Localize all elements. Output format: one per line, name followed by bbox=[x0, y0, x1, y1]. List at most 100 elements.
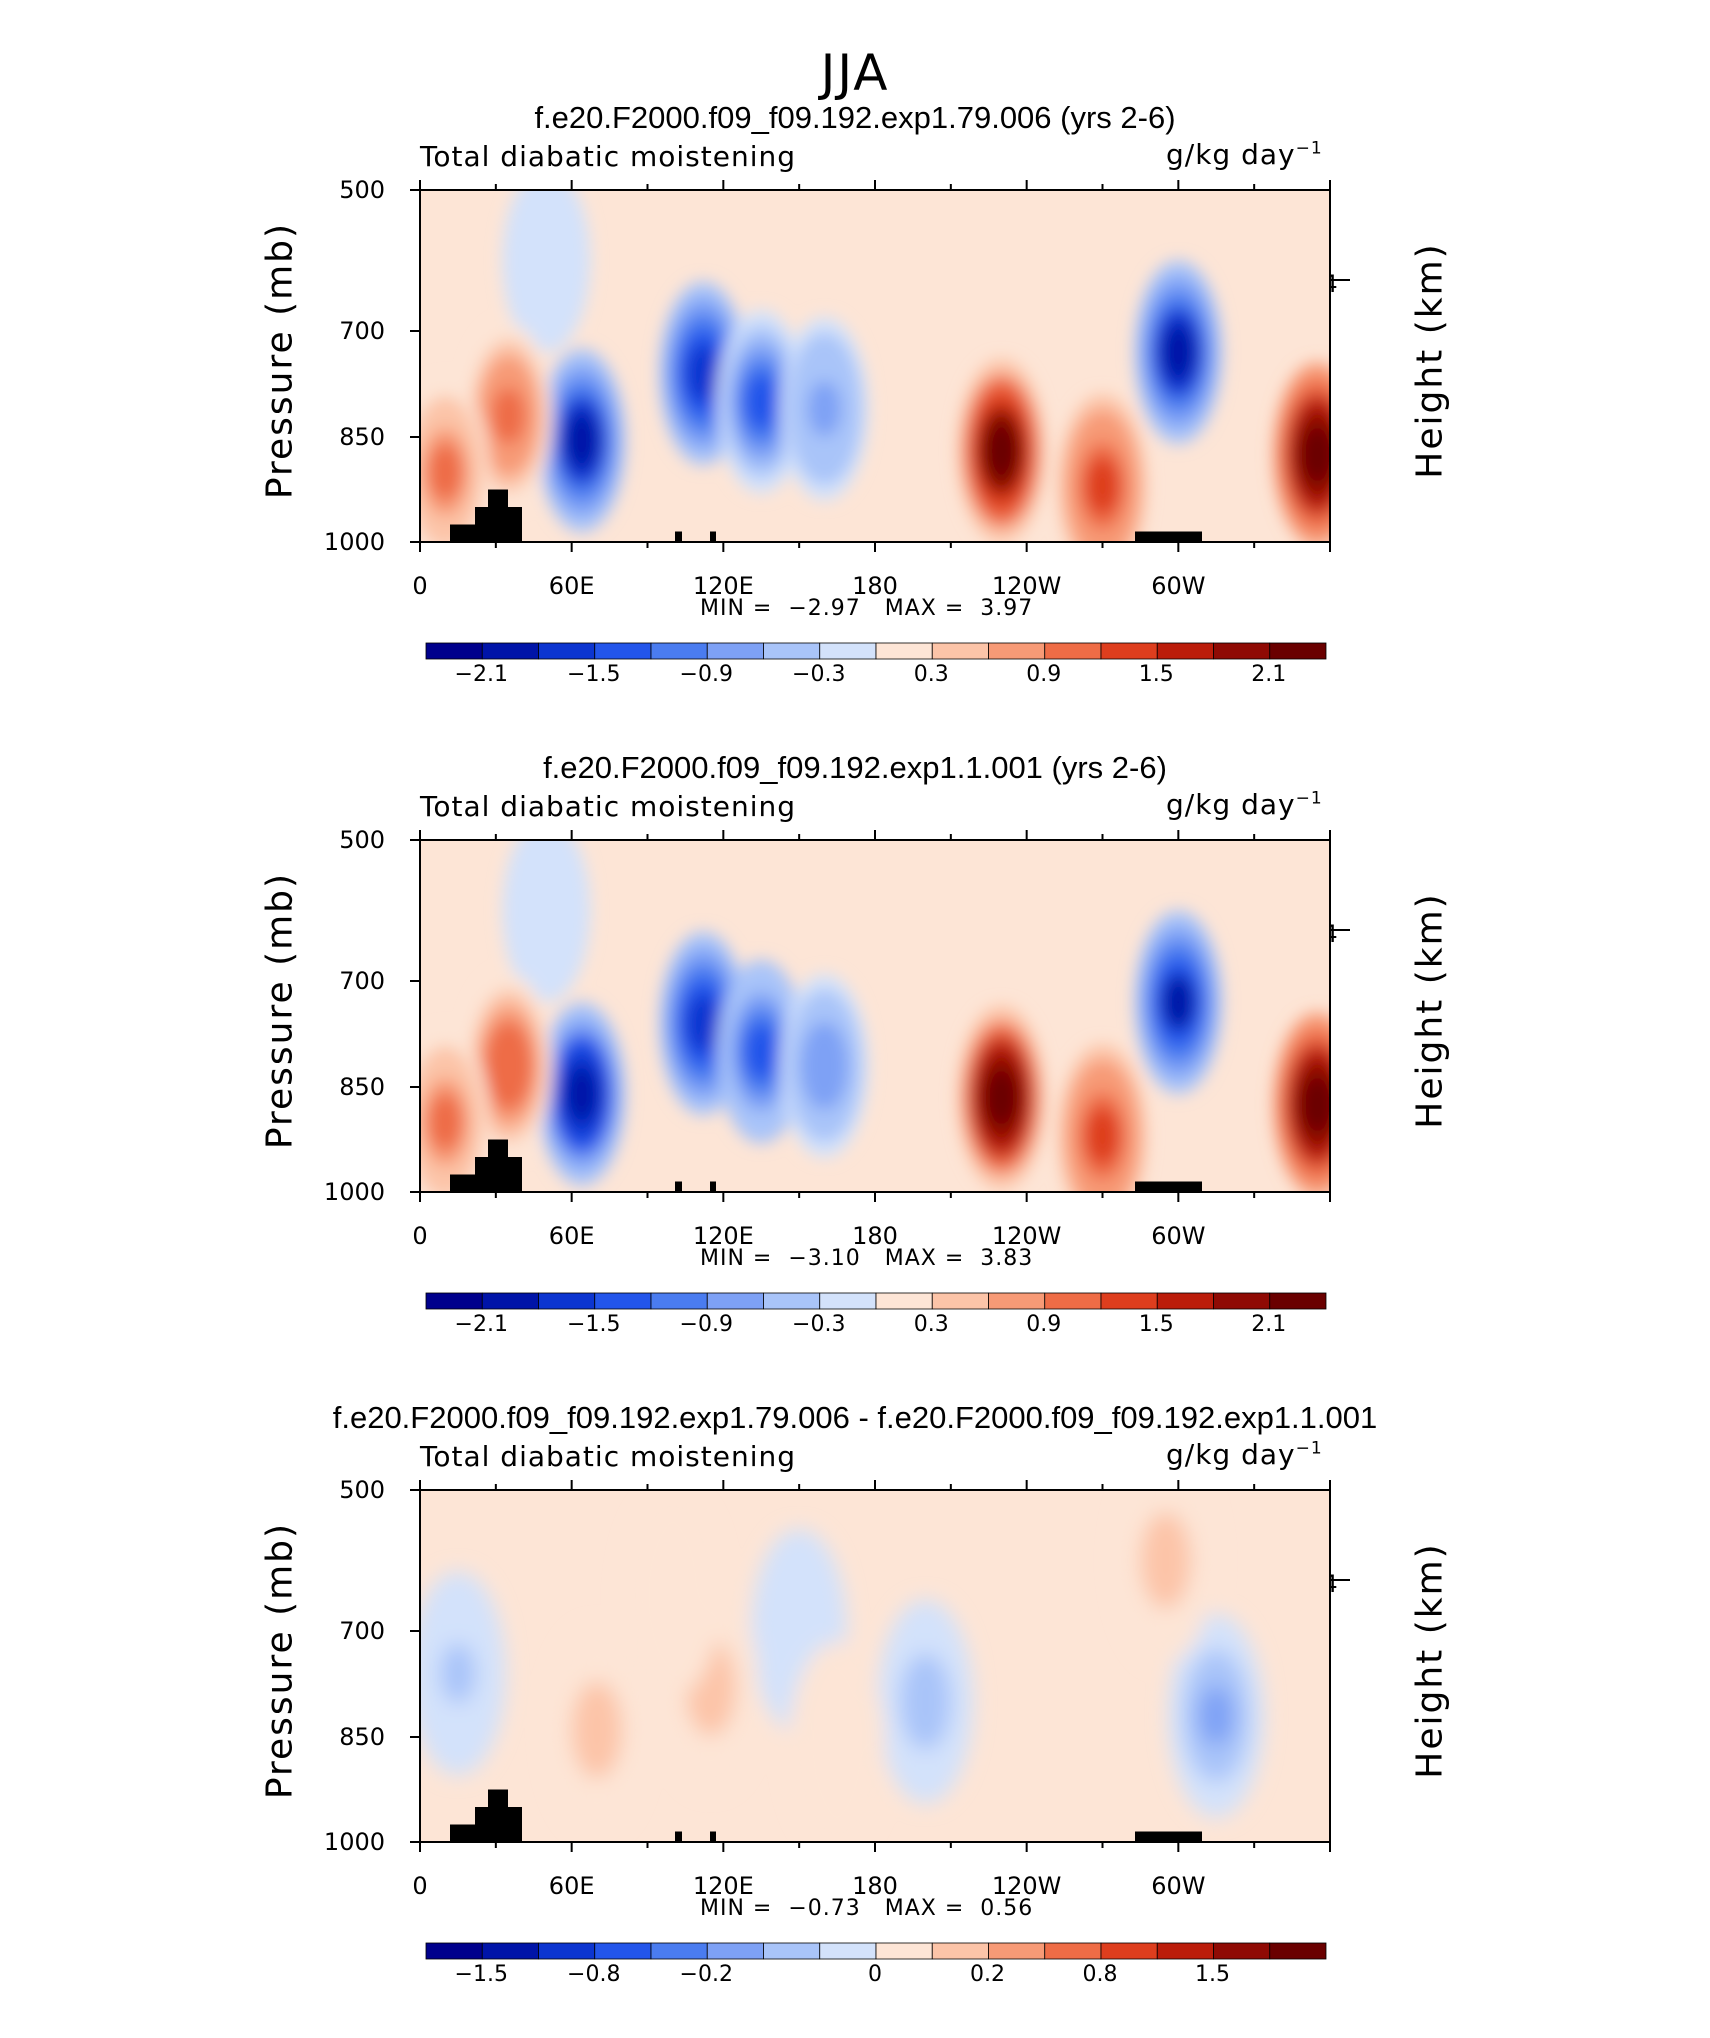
contour-blob bbox=[686, 995, 720, 1052]
colorbar-swatch bbox=[481, 1942, 539, 1960]
contour-blob bbox=[428, 1094, 463, 1150]
units-label: g/kg day−1 bbox=[1166, 138, 1323, 171]
colorbar-swatch bbox=[931, 642, 989, 660]
colorbar-swatch bbox=[1156, 642, 1214, 660]
topography bbox=[450, 524, 475, 542]
panel-title: f.e20.F2000.f09_f09.192.exp1.79.006 - f.… bbox=[332, 1400, 1378, 1435]
x-tick-label: 120W bbox=[991, 1222, 1062, 1250]
contour-blob bbox=[655, 1565, 691, 1626]
y-tick-label: 1000 bbox=[323, 528, 385, 556]
y-axis-label-pressure: Pressure (mb) bbox=[259, 221, 301, 500]
contour-blob bbox=[529, 882, 564, 939]
topography bbox=[1135, 1831, 1202, 1842]
topography bbox=[508, 1157, 522, 1192]
colorbar-tick-label: 2.1 bbox=[1251, 662, 1287, 687]
y-tick-label: 700 bbox=[339, 1617, 385, 1645]
colorbar-swatch bbox=[819, 642, 877, 660]
colorbar-swatch bbox=[931, 1942, 989, 1960]
colorbar-tick-label: −0.3 bbox=[792, 1312, 846, 1337]
colorbar-swatch bbox=[538, 1292, 596, 1310]
colorbar-tick-label: 0.2 bbox=[970, 1962, 1005, 1987]
colorbar-swatch bbox=[538, 642, 596, 660]
y-axis-label-pressure: Pressure (mb) bbox=[259, 1521, 301, 1800]
colorbar-tick-label: −0.8 bbox=[567, 1962, 621, 1987]
colorbar-swatch bbox=[1269, 642, 1327, 660]
min-max-label: MIN = −3.10 MAX = 3.83 bbox=[700, 1246, 1034, 1271]
min-max-label: MIN = −0.73 MAX = 0.56 bbox=[700, 1896, 1034, 1921]
colorbar-swatch bbox=[1100, 642, 1158, 660]
x-tick-label: 0 bbox=[412, 1222, 428, 1250]
topography bbox=[710, 1181, 716, 1192]
x-tick-label: 120W bbox=[991, 572, 1062, 600]
colorbar-tick-label: 0.9 bbox=[1026, 1312, 1062, 1337]
colorbar-tick-label: −1.5 bbox=[454, 1962, 508, 1987]
topography bbox=[710, 1831, 716, 1842]
colorbar bbox=[425, 1942, 1327, 1960]
colorbar-swatch bbox=[706, 1292, 764, 1310]
variable-label: Total diabatic moistening bbox=[420, 790, 797, 823]
contour-plot bbox=[410, 180, 1331, 552]
y-axis-label-pressure: Pressure (mb) bbox=[259, 871, 301, 1150]
y-axis-label-height: Height (km) bbox=[1409, 892, 1451, 1129]
colorbar-swatch bbox=[1213, 1292, 1271, 1310]
right-tick-mark bbox=[1330, 279, 1350, 281]
x-tick-label: 60W bbox=[1151, 572, 1206, 600]
topography bbox=[488, 1789, 508, 1842]
contour-blob bbox=[1300, 426, 1330, 483]
colorbar-swatch bbox=[875, 1942, 933, 1960]
y-tick-label: 1000 bbox=[323, 1828, 385, 1856]
colorbar-swatch bbox=[650, 1292, 708, 1310]
colorbar-tick-label: 2.1 bbox=[1251, 1312, 1287, 1337]
topography bbox=[1135, 531, 1202, 542]
colorbar-swatch bbox=[425, 1942, 483, 1960]
colorbar-swatch bbox=[706, 1942, 764, 1960]
contour-blob bbox=[686, 345, 720, 402]
contour-blob bbox=[744, 373, 779, 430]
y-axis-label-height: Height (km) bbox=[1409, 1542, 1451, 1779]
x-tick-label: 60W bbox=[1151, 1872, 1206, 1900]
colorbar-swatch bbox=[650, 1942, 708, 1960]
min-max-label: MIN = −2.97 MAX = 3.97 bbox=[700, 596, 1034, 621]
contour-blob bbox=[744, 1023, 779, 1080]
y-tick-label: 850 bbox=[339, 423, 385, 451]
colorbar-swatch bbox=[1213, 1942, 1271, 1960]
contour-blob bbox=[491, 1037, 526, 1094]
y-tick-label: 700 bbox=[339, 317, 385, 345]
colorbar-swatch bbox=[1044, 1942, 1102, 1960]
colorbar-tick-label: −0.9 bbox=[679, 662, 733, 687]
right-tick-mark bbox=[1330, 1579, 1350, 1581]
variable-label: Total diabatic moistening bbox=[420, 1440, 797, 1473]
colorbar-tick-label: −0.3 bbox=[792, 662, 846, 687]
colorbar-swatch bbox=[763, 1942, 821, 1960]
colorbar-swatch bbox=[1100, 1942, 1158, 1960]
y-tick-label: 700 bbox=[339, 967, 385, 995]
colorbar-swatch bbox=[1213, 642, 1271, 660]
colorbar-tick-label: −0.2 bbox=[679, 1962, 733, 1987]
colorbar-tick-label: −0.9 bbox=[679, 1312, 733, 1337]
units-label: g/kg day−1 bbox=[1166, 1438, 1323, 1471]
contour-blob bbox=[984, 1069, 1019, 1126]
units-label: g/kg day−1 bbox=[1166, 788, 1323, 821]
colorbar-swatch bbox=[763, 642, 821, 660]
y-axis-label-height: Height (km) bbox=[1409, 242, 1451, 479]
contour-blob bbox=[984, 423, 1019, 479]
figure-title: JJA bbox=[820, 44, 890, 102]
colorbar-tick-label: −1.5 bbox=[567, 662, 621, 687]
contour-blob bbox=[491, 387, 526, 444]
x-tick-label: 120E bbox=[692, 572, 754, 600]
variable-label: Total diabatic moistening bbox=[420, 140, 797, 173]
contour-blob bbox=[440, 1643, 476, 1704]
colorbar-tick-label: −1.5 bbox=[567, 1312, 621, 1337]
contour-blob bbox=[564, 1066, 599, 1122]
colorbar-tick-label: −2.1 bbox=[454, 662, 508, 687]
colorbar-swatch bbox=[1269, 1942, 1327, 1960]
colorbar-swatch bbox=[763, 1292, 821, 1310]
colorbar-swatch bbox=[594, 642, 652, 660]
topography bbox=[488, 489, 508, 542]
contour-blob bbox=[428, 444, 463, 500]
colorbar-tick-label: 0.8 bbox=[1082, 1962, 1118, 1987]
contour-blob bbox=[1085, 458, 1120, 514]
topography bbox=[508, 507, 522, 542]
colorbar-swatch bbox=[650, 642, 708, 660]
contour-blob bbox=[529, 232, 564, 289]
